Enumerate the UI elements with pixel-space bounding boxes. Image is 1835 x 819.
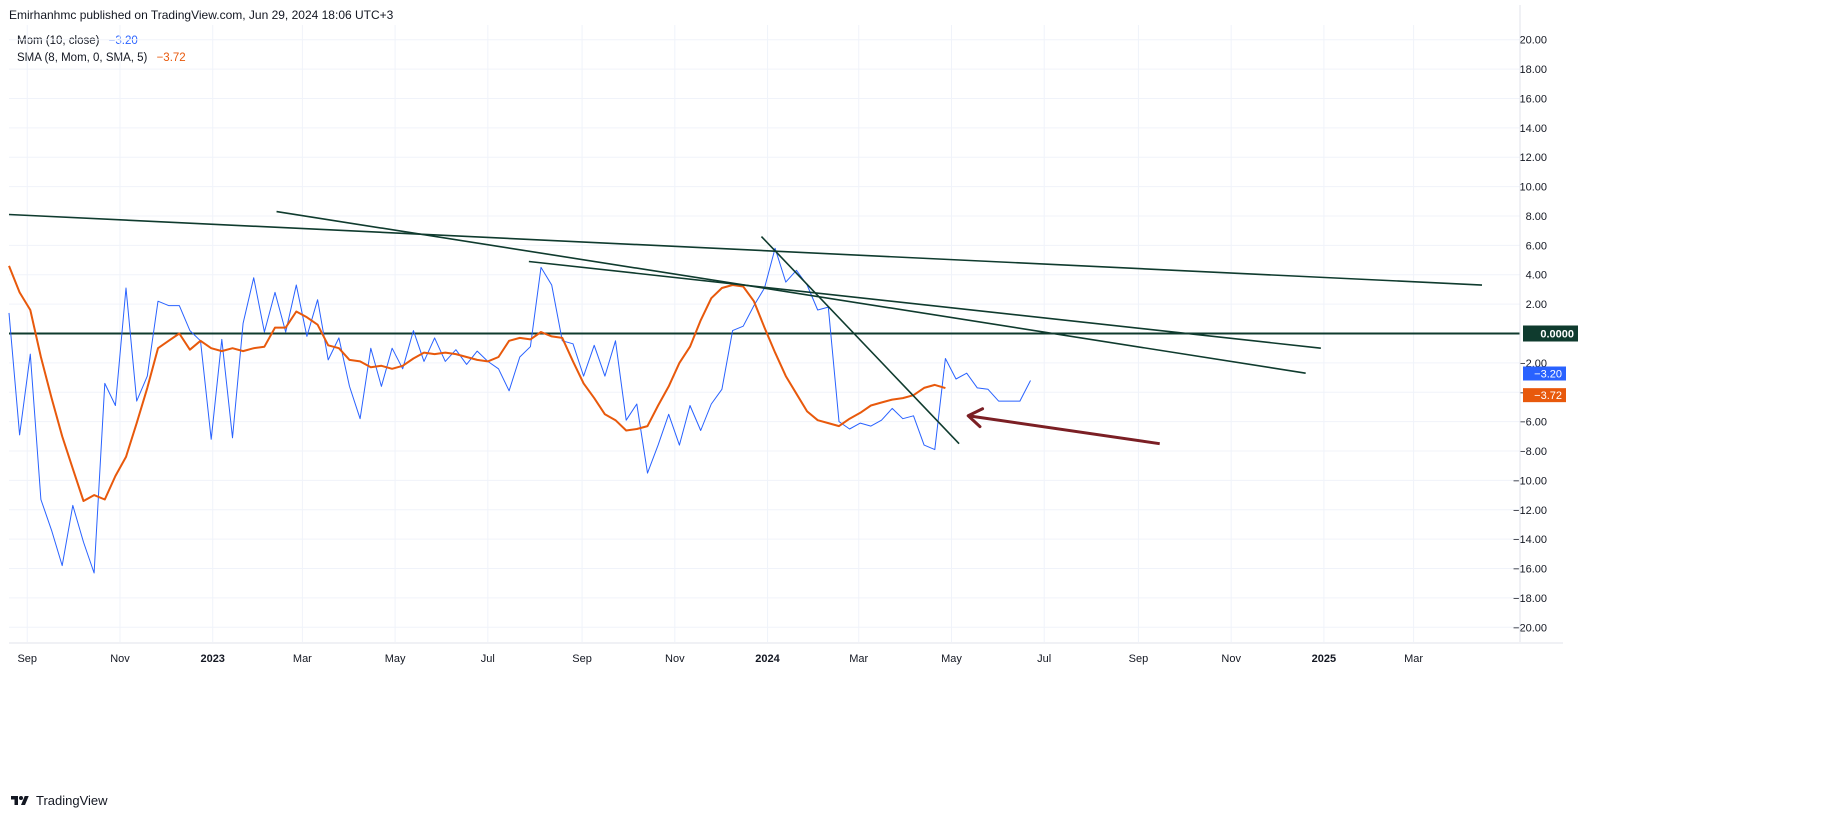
- trendline: [528, 260, 1321, 349]
- axes: 20.00 18.00 16.00 14.00 12.00 10.00 8.00 6.00 4.…: [9, 5, 1566, 665]
- x-tick-label: Sep: [17, 653, 37, 665]
- y-tick-label: 16.00: [1519, 93, 1547, 105]
- y-tick-label: −12.00: [1513, 505, 1547, 517]
- y-tick-label: 2.00: [1526, 299, 1547, 311]
- y-tick-label: −10.00: [1513, 475, 1547, 487]
- x-tick-label: Nov: [665, 653, 685, 665]
- y-tick-label: −14.00: [1513, 534, 1547, 546]
- x-tick-label: May: [385, 653, 406, 665]
- arrow-head: [966, 407, 985, 429]
- x-tick-label: Jul: [1037, 653, 1051, 665]
- y-tick-label: −8.00: [1519, 446, 1547, 458]
- zero-label: 0.0000: [1540, 329, 1574, 341]
- legend-sma-label: SMA (8, Mom, 0, SMA, 5): [17, 52, 148, 64]
- y-tick-label: 6.00: [1526, 240, 1547, 252]
- trendline: [760, 235, 960, 445]
- x-tick-label: Jul: [481, 653, 495, 665]
- legend-mom-value: −3.20: [108, 35, 138, 47]
- zero-line-layer: 0.0000: [9, 325, 1578, 342]
- zero-label-badge: [1523, 325, 1578, 342]
- x-tick-label: 2023: [200, 653, 224, 665]
- y-tick-label: −6.00: [1519, 417, 1547, 429]
- drawings-layer: [8, 210, 1483, 446]
- x-tick-label: Sep: [572, 653, 592, 665]
- sma-series-line: [8, 265, 946, 502]
- y-tick-label: 18.00: [1519, 64, 1547, 76]
- y-tick-label: −18.00: [1513, 593, 1547, 605]
- x-tick-label: Sep: [1129, 653, 1149, 665]
- trendline: [8, 213, 1483, 286]
- x-tick-label: 2024: [755, 653, 780, 665]
- y-tick-label: 8.00: [1526, 211, 1547, 223]
- y-tick-label: −16.00: [1513, 564, 1547, 576]
- last-value-badge: [1523, 388, 1566, 403]
- footer-brand: TradingView: [36, 793, 108, 808]
- y-tick-label: 14.00: [1519, 123, 1547, 135]
- last-value-label: −3.72: [1534, 390, 1562, 402]
- x-tick-label: May: [941, 653, 962, 665]
- y-tick-label: 4.00: [1526, 270, 1547, 282]
- y-tick-label: 20.00: [1519, 35, 1547, 47]
- y-tick-label: −20.00: [1513, 622, 1547, 634]
- y-tick-label: 10.00: [1519, 182, 1547, 194]
- legend-sma[interactable]: SMA (8, Mom, 0, SMA, 5) −3.72: [17, 52, 186, 64]
- x-tick-label: Nov: [110, 653, 130, 665]
- legend-mom[interactable]: Mom (10, close) −3.20: [17, 35, 138, 47]
- trendline: [276, 210, 1306, 374]
- x-tick-label: Mar: [849, 653, 868, 665]
- legend-mom-label: Mom (10, close): [17, 35, 100, 47]
- x-tick-label: Mar: [293, 653, 312, 665]
- tradingview-logo-icon: [11, 795, 29, 805]
- publisher-header: Emirhanhmc published on TradingView.com,…: [9, 8, 394, 22]
- last-value-badge: [1523, 366, 1566, 381]
- x-tick-label: Nov: [1221, 653, 1241, 665]
- arrow-line: [967, 414, 1160, 446]
- x-tick-label: 2025: [1312, 653, 1336, 665]
- last-value-label: −3.20: [1534, 369, 1562, 381]
- legend-sma-value: −3.72: [156, 52, 186, 64]
- tradingview-footer[interactable]: TradingView: [9, 793, 108, 808]
- x-tick-label: Mar: [1404, 653, 1423, 665]
- y-tick-label: 12.00: [1519, 152, 1547, 164]
- series-layer: [8, 247, 1031, 574]
- mom-series-line: [8, 247, 1031, 574]
